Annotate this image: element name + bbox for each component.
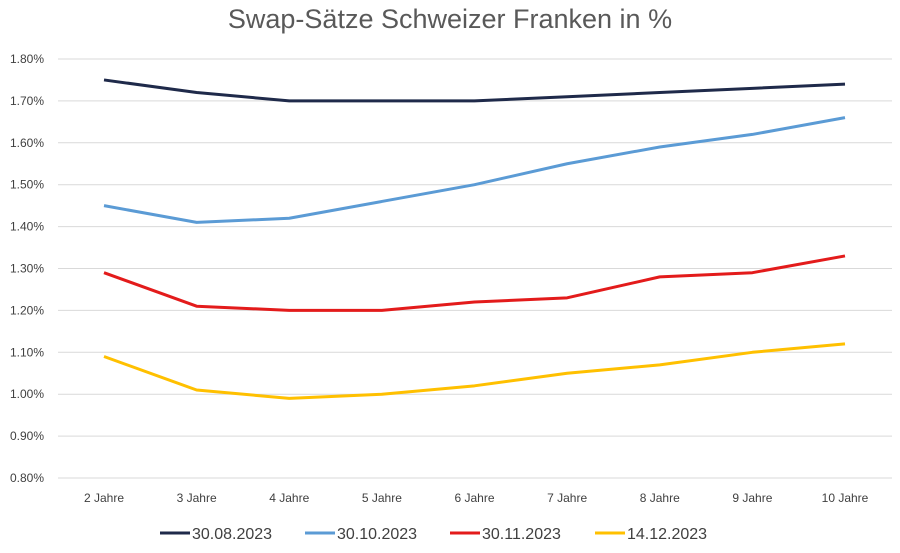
x-tick-label: 6 Jahre <box>454 491 494 505</box>
legend-label: 30.11.2023 <box>482 526 561 543</box>
x-tick-label: 9 Jahre <box>732 491 772 505</box>
y-tick-label: 1.20% <box>10 303 44 317</box>
y-tick-label: 1.50% <box>10 178 44 192</box>
legend-label: 14.12.2023 <box>627 526 707 543</box>
x-tick-label: 10 Jahre <box>822 491 869 505</box>
series-line-30.11.2023 <box>103 254 846 312</box>
x-tick-label: 7 Jahre <box>547 491 587 505</box>
y-tick-label: 1.80% <box>10 52 44 66</box>
legend-label: 30.08.2023 <box>192 526 272 543</box>
x-tick-label: 2 Jahre <box>84 491 124 505</box>
chart-title: Swap-Sätze Schweizer Franken in % <box>227 4 673 34</box>
y-tick-label: 0.80% <box>10 471 44 485</box>
y-tick-label: 0.90% <box>10 429 44 443</box>
x-tick-label: 4 Jahre <box>269 491 309 505</box>
y-tick-label: 1.30% <box>10 262 44 276</box>
series-line-30.10.2023 <box>103 116 846 224</box>
x-tick-label: 8 Jahre <box>640 491 680 505</box>
x-tick-label: 3 Jahre <box>177 491 217 505</box>
y-tick-label: 1.10% <box>10 345 44 359</box>
y-tick-label: 1.60% <box>10 136 44 150</box>
x-tick-label: 5 Jahre <box>362 491 402 505</box>
legend-label: 30.10.2023 <box>337 526 417 543</box>
series-line-30.08.2023 <box>103 78 846 103</box>
series-line-14.12.2023 <box>103 342 846 400</box>
y-tick-label: 1.00% <box>10 387 44 401</box>
y-tick-label: 1.40% <box>10 220 44 234</box>
y-tick-label: 1.70% <box>10 94 44 108</box>
